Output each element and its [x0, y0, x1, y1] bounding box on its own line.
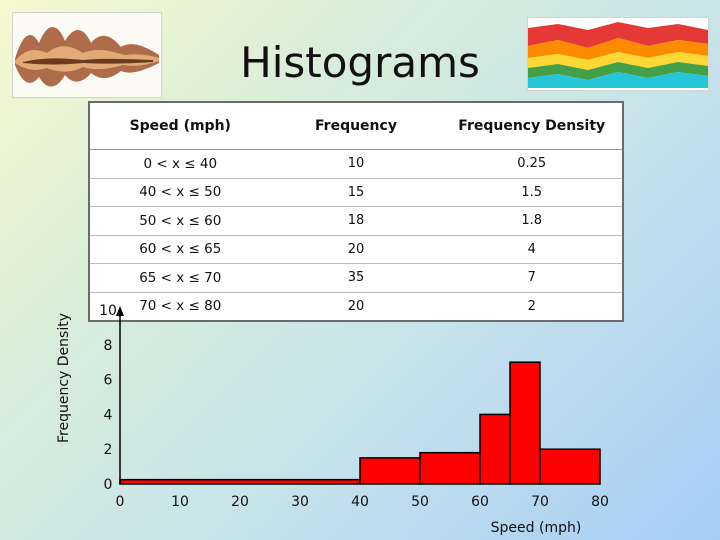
header-frequency: Frequency [270, 102, 442, 150]
histogram-bar [119, 478, 361, 485]
cell-range: 60 < x ≤ 65 [89, 234, 271, 264]
histogram-bar [509, 361, 541, 485]
y-tick-label: 2 [104, 442, 113, 458]
histogram-bar [419, 451, 481, 485]
x-tick-label: 20 [231, 494, 249, 510]
cell-frequency: 35 [270, 263, 442, 292]
x-tick-label: 10 [171, 494, 189, 510]
cell-density: 1.5 [441, 177, 623, 207]
y-tick-label: 8 [104, 338, 113, 354]
cell-frequency: 15 [270, 177, 442, 207]
streamgraph-image-right [528, 18, 708, 90]
y-tick-label: 10 [99, 303, 117, 319]
table-header-row: Speed (mph) Frequency Frequency Density [89, 102, 623, 150]
header-speed: Speed (mph) [89, 102, 271, 150]
x-tick-label: 50 [411, 494, 429, 510]
table-row: 50 < x ≤ 60 18 1.8 [89, 206, 623, 235]
cell-range: 70 < x ≤ 80 [89, 291, 271, 321]
table-row: 70 < x ≤ 80 20 2 [89, 291, 623, 321]
cell-frequency: 20 [270, 291, 442, 321]
cell-density: 0.25 [441, 149, 623, 178]
table-row: 60 < x ≤ 65 20 4 [89, 234, 623, 264]
x-tick-label: 70 [531, 494, 549, 510]
x-tick-label: 30 [291, 494, 309, 510]
x-axis-label: Speed (mph) [491, 520, 582, 536]
histogram-bar [479, 413, 511, 485]
cell-density: 4 [441, 234, 623, 264]
slide-title: Histograms [240, 38, 480, 87]
cell-density: 2 [441, 291, 623, 321]
y-tick-label: 0 [104, 477, 113, 493]
y-axis-arrow-icon [116, 306, 124, 316]
y-tick-label: 6 [104, 373, 113, 389]
cell-frequency: 20 [270, 234, 442, 264]
x-tick-label: 0 [116, 494, 125, 510]
histogram-bar [539, 448, 601, 485]
table-row: 40 < x ≤ 50 15 1.5 [89, 177, 623, 207]
table-row: 0 < x ≤ 40 10 0.25 [89, 149, 623, 178]
table-row: 65 < x ≤ 70 35 7 [89, 263, 623, 292]
cell-range: 0 < x ≤ 40 [89, 149, 271, 178]
cell-range: 65 < x ≤ 70 [89, 263, 271, 292]
cell-range: 40 < x ≤ 50 [89, 177, 271, 207]
x-tick-label: 60 [471, 494, 489, 510]
header-frequency-density: Frequency Density [441, 102, 623, 150]
y-tick-label: 4 [104, 407, 113, 423]
y-axis-label: Frequency Density [56, 313, 72, 443]
streamgraph-thumbnail-right [527, 17, 709, 91]
frequency-table: Speed (mph) Frequency Frequency Density … [88, 101, 624, 322]
cell-range: 50 < x ≤ 60 [89, 206, 271, 235]
cell-frequency: 10 [270, 149, 442, 178]
streamgraph-image-left [13, 13, 161, 97]
x-tick-label: 80 [591, 494, 609, 510]
cell-frequency: 18 [270, 206, 442, 235]
cell-density: 7 [441, 263, 623, 292]
histogram-bar [359, 457, 421, 485]
streamgraph-thumbnail-left [12, 12, 162, 98]
x-tick-label: 40 [351, 494, 369, 510]
cell-density: 1.8 [441, 206, 623, 235]
